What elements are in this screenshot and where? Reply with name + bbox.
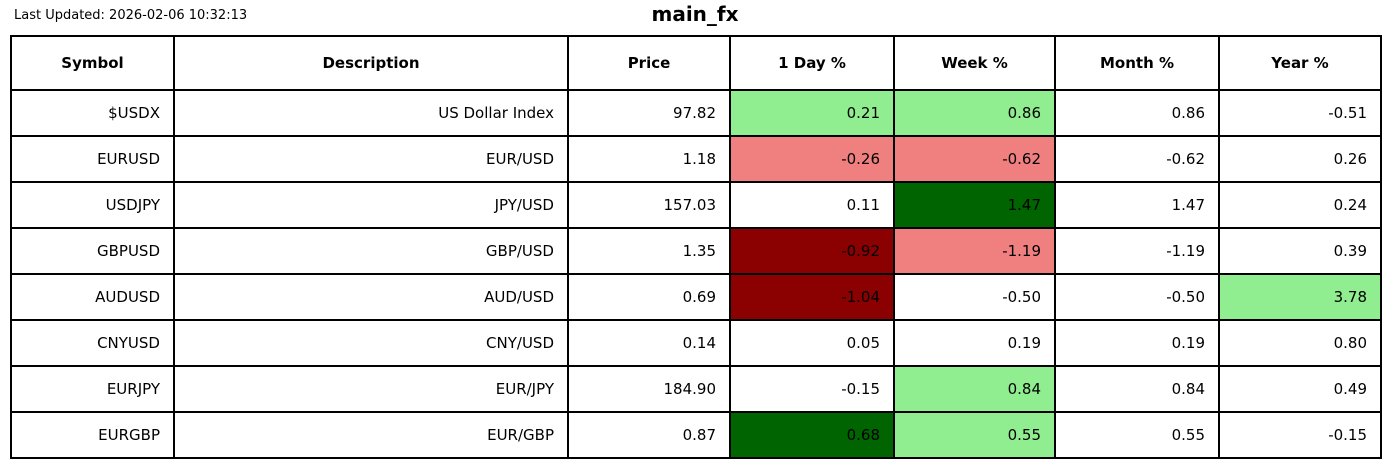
price-cell: 1.18: [567, 135, 731, 183]
day-change-cell: 0.05: [729, 319, 895, 367]
price-cell: 184.90: [567, 365, 731, 413]
symbol-cell: GBPUSD: [10, 227, 175, 275]
day-change-cell: -0.92: [729, 227, 895, 275]
table-header-row: Symbol Description Price 1 Day % Week % …: [10, 35, 1382, 91]
month-change-cell: -1.19: [1054, 227, 1220, 275]
month-change-cell: 0.86: [1054, 89, 1220, 137]
description-cell: CNY/USD: [173, 319, 569, 367]
month-change-cell: -0.62: [1054, 135, 1220, 183]
month-change-cell: -0.50: [1054, 273, 1220, 321]
column-header-week: Week %: [893, 35, 1056, 91]
description-cell: US Dollar Index: [173, 89, 569, 137]
symbol-cell: EURGBP: [10, 411, 175, 459]
month-change-cell: 0.55: [1054, 411, 1220, 459]
table-row-eurjpy: EURJPY EUR/JPY 184.90 -0.15 0.84 0.84 0.…: [10, 365, 1382, 413]
column-header-symbol: Symbol: [10, 35, 175, 91]
column-header-year: Year %: [1218, 35, 1382, 91]
description-cell: EUR/USD: [173, 135, 569, 183]
page-title: main_fx: [651, 2, 739, 26]
year-change-cell: -0.15: [1218, 411, 1382, 459]
price-cell: 1.35: [567, 227, 731, 275]
week-change-cell: 0.55: [893, 411, 1056, 459]
year-change-cell: 0.80: [1218, 319, 1382, 367]
symbol-cell: AUDUSD: [10, 273, 175, 321]
year-change-cell: 0.26: [1218, 135, 1382, 183]
table-row-cnyusd: CNYUSD CNY/USD 0.14 0.05 0.19 0.19 0.80: [10, 319, 1382, 367]
column-header-description: Description: [173, 35, 569, 91]
week-change-cell: -0.50: [893, 273, 1056, 321]
month-change-cell: 1.47: [1054, 181, 1220, 229]
last-updated-timestamp: Last Updated: 2026-02-06 10:32:13: [14, 8, 248, 23]
table-row-usdx: $USDX US Dollar Index 97.82 0.21 0.86 0.…: [10, 89, 1382, 137]
symbol-cell: EURUSD: [10, 135, 175, 183]
description-cell: GBP/USD: [173, 227, 569, 275]
price-cell: 0.14: [567, 319, 731, 367]
symbol-cell: CNYUSD: [10, 319, 175, 367]
description-cell: AUD/USD: [173, 273, 569, 321]
column-header-1day: 1 Day %: [729, 35, 895, 91]
week-change-cell: 0.19: [893, 319, 1056, 367]
table-row-eurgbp: EURGBP EUR/GBP 0.87 0.68 0.55 0.55 -0.15: [10, 411, 1382, 459]
column-header-price: Price: [567, 35, 731, 91]
symbol-cell: USDJPY: [10, 181, 175, 229]
price-cell: 97.82: [567, 89, 731, 137]
description-cell: EUR/GBP: [173, 411, 569, 459]
price-cell: 157.03: [567, 181, 731, 229]
day-change-cell: 0.11: [729, 181, 895, 229]
year-change-cell: 0.49: [1218, 365, 1382, 413]
day-change-cell: -0.26: [729, 135, 895, 183]
week-change-cell: 0.86: [893, 89, 1056, 137]
year-change-cell: 0.39: [1218, 227, 1382, 275]
day-change-cell: -1.04: [729, 273, 895, 321]
description-cell: JPY/USD: [173, 181, 569, 229]
symbol-cell: EURJPY: [10, 365, 175, 413]
symbol-cell: $USDX: [10, 89, 175, 137]
table-row-usdjpy: USDJPY JPY/USD 157.03 0.11 1.47 1.47 0.2…: [10, 181, 1382, 229]
year-change-cell: 3.78: [1218, 273, 1382, 321]
day-change-cell: 0.68: [729, 411, 895, 459]
table-row-gbpusd: GBPUSD GBP/USD 1.35 -0.92 -1.19 -1.19 0.…: [10, 227, 1382, 275]
table-row-eurusd: EURUSD EUR/USD 1.18 -0.26 -0.62 -0.62 0.…: [10, 135, 1382, 183]
column-header-month: Month %: [1054, 35, 1220, 91]
year-change-cell: -0.51: [1218, 89, 1382, 137]
month-change-cell: 0.84: [1054, 365, 1220, 413]
price-cell: 0.69: [567, 273, 731, 321]
week-change-cell: 1.47: [893, 181, 1056, 229]
price-cell: 0.87: [567, 411, 731, 459]
day-change-cell: -0.15: [729, 365, 895, 413]
month-change-cell: 0.19: [1054, 319, 1220, 367]
table-row-audusd: AUDUSD AUD/USD 0.69 -1.04 -0.50 -0.50 3.…: [10, 273, 1382, 321]
week-change-cell: -1.19: [893, 227, 1056, 275]
fx-table: Symbol Description Price 1 Day % Week % …: [10, 35, 1382, 459]
description-cell: EUR/JPY: [173, 365, 569, 413]
year-change-cell: 0.24: [1218, 181, 1382, 229]
week-change-cell: 0.84: [893, 365, 1056, 413]
day-change-cell: 0.21: [729, 89, 895, 137]
week-change-cell: -0.62: [893, 135, 1056, 183]
